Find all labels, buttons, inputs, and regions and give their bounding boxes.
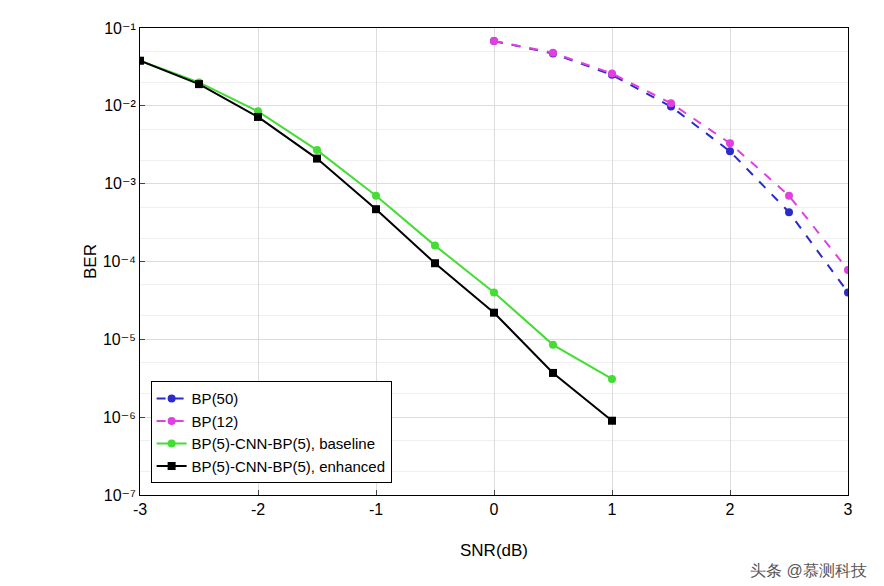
- svg-text:BER: BER: [81, 244, 100, 279]
- svg-text:10⁻²: 10⁻²: [104, 97, 136, 114]
- svg-text:-1: -1: [369, 501, 383, 518]
- svg-text:BP(5)-CNN-BP(5), enhanced: BP(5)-CNN-BP(5), enhanced: [192, 458, 385, 475]
- svg-text:3: 3: [844, 501, 853, 518]
- svg-text:1: 1: [608, 501, 617, 518]
- svg-text:-2: -2: [251, 501, 265, 518]
- svg-text:10⁻¹: 10⁻¹: [104, 20, 136, 37]
- svg-text:BP(50): BP(50): [192, 390, 239, 407]
- svg-text:BP(5)-CNN-BP(5), baseline: BP(5)-CNN-BP(5), baseline: [192, 435, 375, 452]
- svg-text:10⁻⁶: 10⁻⁶: [103, 409, 136, 426]
- svg-text:10⁻³: 10⁻³: [104, 175, 136, 192]
- svg-text:0: 0: [490, 501, 499, 518]
- svg-text:10⁻⁷: 10⁻⁷: [104, 487, 136, 504]
- svg-text:SNR(dB): SNR(dB): [460, 541, 528, 560]
- svg-text:10⁻⁵: 10⁻⁵: [103, 331, 136, 348]
- svg-text:头条 @慕测科技: 头条 @慕测科技: [750, 562, 867, 579]
- svg-text:2: 2: [726, 501, 735, 518]
- svg-text:-3: -3: [133, 501, 147, 518]
- svg-text:10⁻⁴: 10⁻⁴: [103, 253, 136, 270]
- svg-text:BP(12): BP(12): [192, 413, 239, 430]
